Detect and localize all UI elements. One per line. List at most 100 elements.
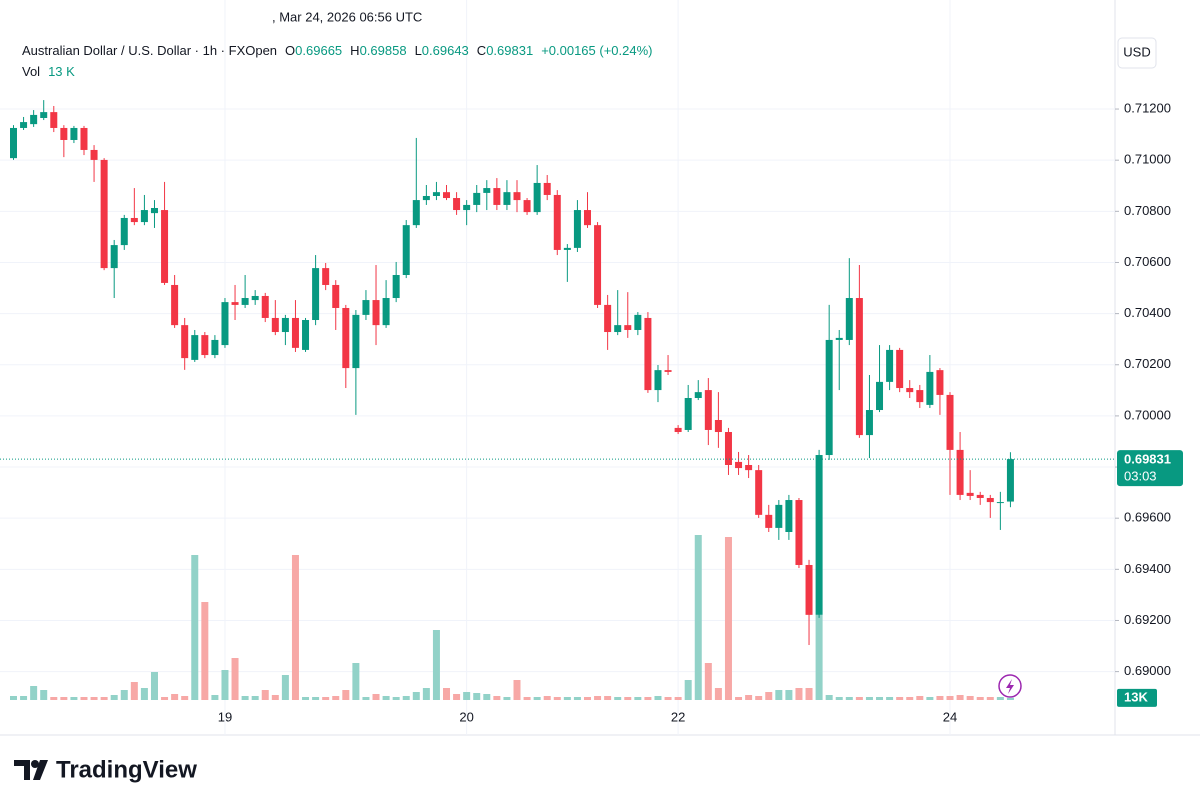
price-tag: 0.69831 <box>1124 452 1171 467</box>
volume-bar <box>926 697 934 700</box>
candle-body <box>855 298 863 436</box>
volume-bar <box>201 602 209 700</box>
volume-bar <box>583 697 591 700</box>
y-tick-label: 0.70200 <box>1124 356 1171 371</box>
ohlc-label: H <box>350 43 360 58</box>
candle-body <box>110 245 118 269</box>
volume-bar <box>100 697 108 700</box>
candle-body <box>422 195 430 201</box>
volume-tag-box <box>1117 688 1157 707</box>
volume-bar <box>936 696 944 700</box>
candle-body <box>583 210 591 226</box>
volume-bar <box>735 697 743 700</box>
y-tick-label: 0.70800 <box>1124 203 1171 218</box>
volume-bar <box>976 697 984 700</box>
volume-bar <box>563 697 571 700</box>
volume-bar <box>392 697 400 700</box>
volume-bar <box>110 695 118 700</box>
candle-body <box>211 339 219 356</box>
candle-body <box>865 410 873 436</box>
candle-body <box>513 192 521 201</box>
volume-bar <box>694 535 702 700</box>
x-tick-label: 24 <box>943 709 957 724</box>
volume-bar <box>443 688 451 700</box>
volume-bar <box>543 696 551 700</box>
x-tick-label: 19 <box>218 709 232 724</box>
volume-bar <box>40 690 48 700</box>
volume-bar <box>916 696 924 700</box>
volume-bar <box>775 690 783 700</box>
volume-bar <box>120 690 128 700</box>
candle-body <box>140 210 148 223</box>
candle-body <box>30 114 38 125</box>
candle-body <box>432 192 440 196</box>
volume-bar <box>996 697 1004 700</box>
candle-body <box>906 388 914 393</box>
volume-bar <box>513 680 521 700</box>
candle-body <box>573 210 581 248</box>
volume-bar <box>322 697 330 700</box>
currency-box[interactable] <box>1117 37 1157 69</box>
volume-bar <box>281 675 289 700</box>
logo <box>14 760 48 780</box>
candle-body <box>443 192 451 199</box>
candle-body <box>493 188 501 205</box>
candle-body <box>926 371 934 405</box>
volume-label: Vol <box>22 64 41 79</box>
volume-bar <box>422 688 430 700</box>
volume-bar <box>362 697 370 700</box>
volume-bar <box>835 697 843 700</box>
y-tick-label: 0.70000 <box>1124 407 1171 422</box>
candle-body <box>191 335 199 360</box>
price-tag-box <box>1117 450 1183 487</box>
volume-bar <box>986 697 994 700</box>
volume-bar <box>382 696 390 700</box>
y-tick-label: 0.70400 <box>1124 305 1171 320</box>
candle-body <box>80 127 88 150</box>
ohlc-label: C <box>476 43 487 58</box>
candle-body <box>614 325 622 333</box>
volume-legend: Vol 13 K <box>22 64 79 79</box>
grid <box>0 0 1115 735</box>
x-tick-label: 22 <box>671 709 685 724</box>
volume-bar <box>714 688 722 700</box>
candle-body <box>684 398 692 430</box>
volume-bar <box>906 697 914 700</box>
volume-bar <box>463 692 471 700</box>
volume-bar <box>896 697 904 700</box>
volume-bar <box>503 697 511 700</box>
volume-bar <box>674 697 682 700</box>
candle-body <box>624 325 632 330</box>
volume-bar <box>493 696 501 700</box>
candle-body <box>765 514 773 528</box>
event-icon-bolt <box>1006 679 1014 694</box>
volume-bar <box>231 658 239 700</box>
volume-bar <box>402 696 410 700</box>
candle-body <box>161 210 169 283</box>
candle-body <box>604 304 612 333</box>
volume-bar <box>90 697 98 700</box>
candle-body <box>251 295 259 301</box>
volume-bar <box>412 692 420 700</box>
volume-bar <box>533 697 541 700</box>
candle-body <box>362 300 370 315</box>
volume-bar <box>845 697 853 700</box>
ohlc-value: 0.69665 <box>295 43 343 58</box>
candle-body <box>594 225 602 305</box>
volume-bar <box>161 697 169 700</box>
volume-bar <box>865 697 873 700</box>
volume-bar <box>624 697 632 700</box>
volume-bar <box>372 694 380 700</box>
currency[interactable]: USD <box>1123 44 1150 59</box>
candle-body <box>181 325 189 359</box>
candle-body <box>654 370 662 391</box>
candle-body <box>704 390 712 430</box>
volume-bar <box>815 615 823 700</box>
volume-bar <box>805 688 813 700</box>
volume-bar <box>604 696 612 700</box>
volume-bar <box>332 696 340 700</box>
candle-body <box>775 504 783 528</box>
ohlc-value: 0.69858 <box>359 43 407 58</box>
